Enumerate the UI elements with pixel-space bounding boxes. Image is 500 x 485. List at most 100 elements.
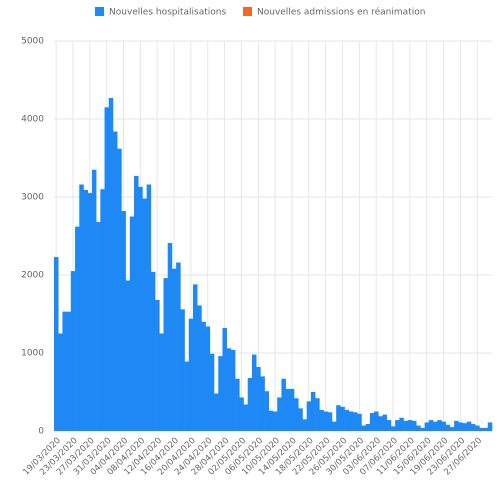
bar xyxy=(357,413,362,431)
bar xyxy=(62,311,67,431)
bar xyxy=(235,378,240,431)
bar xyxy=(378,416,383,431)
y-tick-label: 3000 xyxy=(21,193,44,203)
bar xyxy=(277,397,282,431)
bar xyxy=(470,423,476,431)
bar xyxy=(209,353,215,431)
bar xyxy=(416,425,421,431)
bar xyxy=(433,421,438,431)
bar xyxy=(475,425,480,431)
bar xyxy=(104,107,110,432)
bar xyxy=(411,420,417,431)
bar xyxy=(487,422,493,431)
bar xyxy=(306,401,312,431)
bar xyxy=(323,411,329,431)
bar xyxy=(176,262,181,431)
bar xyxy=(155,299,160,431)
bar xyxy=(420,427,425,431)
bar xyxy=(163,278,169,431)
bar xyxy=(319,409,324,431)
bar xyxy=(75,226,80,431)
bar xyxy=(268,410,274,431)
bar xyxy=(167,243,173,431)
bar xyxy=(428,420,434,431)
y-tick-label: 2000 xyxy=(21,271,44,281)
y-tick-label: 4000 xyxy=(21,115,44,125)
bar xyxy=(407,420,413,431)
bar xyxy=(386,420,392,431)
bar xyxy=(146,184,152,431)
bar xyxy=(171,268,177,431)
legend-label[interactable]: Nouvelles admissions en réanimation xyxy=(257,7,425,18)
bar xyxy=(441,421,446,431)
bar xyxy=(315,398,320,431)
bar xyxy=(374,411,379,431)
bar xyxy=(395,420,400,431)
bar xyxy=(264,391,270,431)
y-tick-label: 0 xyxy=(38,427,44,437)
bar xyxy=(449,427,455,431)
bar xyxy=(327,412,333,431)
bar xyxy=(344,409,350,431)
bar xyxy=(348,411,354,431)
bar xyxy=(454,420,459,431)
bar xyxy=(336,405,341,431)
bar xyxy=(298,408,303,431)
bar xyxy=(310,392,316,431)
bar xyxy=(159,333,164,431)
bar xyxy=(331,421,337,431)
bar xyxy=(243,404,249,431)
bar xyxy=(230,349,236,431)
bar xyxy=(218,356,223,431)
bar xyxy=(247,377,253,431)
bar xyxy=(256,367,261,431)
bar xyxy=(462,423,468,431)
bar xyxy=(445,424,451,431)
y-tick-label: 1000 xyxy=(21,349,44,359)
bar xyxy=(226,348,232,431)
bar xyxy=(188,318,194,431)
legend-label[interactable]: Nouvelles hospitalisations xyxy=(109,8,226,18)
bar xyxy=(96,221,101,431)
bar xyxy=(54,257,59,431)
bar xyxy=(294,398,299,431)
bar xyxy=(365,423,371,431)
bar xyxy=(108,97,114,431)
bar xyxy=(91,169,97,431)
bar xyxy=(479,427,484,431)
bar xyxy=(458,422,463,431)
bar xyxy=(466,421,472,431)
bar xyxy=(369,413,375,431)
bar xyxy=(382,414,388,431)
bar xyxy=(180,309,185,431)
bar xyxy=(281,378,286,431)
bar xyxy=(83,189,88,431)
legend-swatch[interactable] xyxy=(95,7,104,16)
bar xyxy=(134,175,139,431)
bar xyxy=(483,427,489,431)
bar xyxy=(66,311,72,431)
bar xyxy=(289,388,295,431)
bar xyxy=(239,397,244,431)
bar xyxy=(340,406,345,431)
bar xyxy=(214,393,219,431)
bar xyxy=(70,271,76,431)
bar xyxy=(285,388,291,431)
bar xyxy=(79,184,84,431)
bar xyxy=(142,198,147,431)
bar xyxy=(100,189,105,431)
bar xyxy=(184,361,190,431)
bar xyxy=(437,420,442,431)
bar xyxy=(260,376,265,431)
bar xyxy=(58,333,63,431)
bar xyxy=(424,422,430,431)
legend-swatch[interactable] xyxy=(243,7,252,16)
bar xyxy=(222,328,227,431)
bar xyxy=(129,216,135,431)
bar xyxy=(273,411,278,431)
bar xyxy=(302,419,307,431)
bar xyxy=(197,305,202,431)
bar xyxy=(251,354,257,431)
